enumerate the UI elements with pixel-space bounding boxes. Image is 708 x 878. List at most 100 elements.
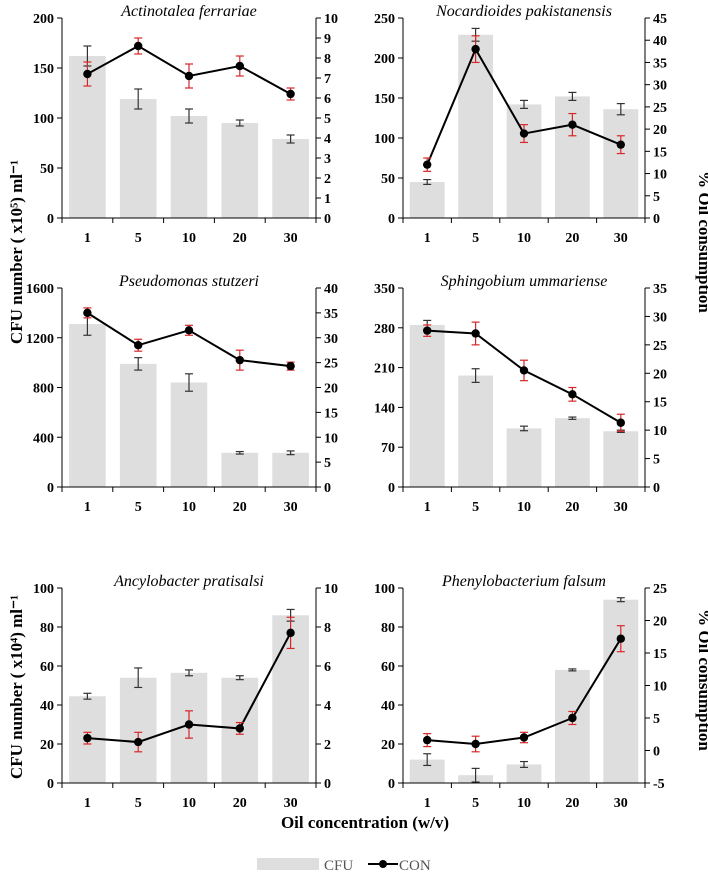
cfu-bar-20 (554, 418, 590, 487)
cfu-bar-5 (119, 363, 157, 487)
right-tick-label: 25 (324, 357, 338, 372)
right-tick-label: 8 (324, 52, 331, 67)
cfu-bar-30 (603, 109, 639, 218)
con-point-5 (471, 329, 480, 338)
x-tick-label-5: 5 (472, 796, 479, 811)
cfu-bar-1 (409, 324, 445, 487)
right-tick-label: 40 (653, 34, 667, 49)
panel-5: 0 20 40 60 80 100 0 2 4 6 8 10 1 5 10 20 30 Ancylobacter … (33, 573, 338, 811)
cfu-bar-20 (221, 452, 259, 487)
con-point-1 (83, 69, 92, 79)
con-point-10 (519, 129, 529, 138)
right-tick-label: 3 (324, 152, 331, 167)
cfu-error-bar-30 (286, 134, 295, 144)
cfu-error-bar-30 (616, 102, 625, 116)
panel-title: Ancylobacter pratisalsi (113, 573, 264, 590)
left-tick-label: 50 (381, 172, 395, 187)
right-tick-label: 0 (653, 212, 660, 227)
x-tick-label-1: 1 (424, 796, 431, 811)
con-point-10 (184, 720, 194, 729)
legend: CFU CON (257, 858, 431, 874)
cfu-error-bar-10 (185, 108, 193, 124)
con-point-30 (616, 140, 625, 149)
right-tick-label: 8 (324, 621, 331, 636)
con-point-20 (235, 724, 244, 733)
left-tick-label: 200 (374, 52, 395, 67)
right-tick-label: 15 (653, 647, 667, 662)
x-tick-label-30: 30 (284, 500, 298, 515)
right-tick-label: 0 (653, 481, 660, 496)
right-tick-label: 1 (324, 192, 331, 207)
x-tick-label-5: 5 (135, 500, 142, 515)
left-tick-label: 280 (374, 322, 395, 337)
con-point-30 (286, 89, 295, 99)
left-tick-label: 150 (33, 62, 54, 77)
right-tick-label: 10 (653, 680, 667, 695)
left-tick-label: 50 (40, 162, 54, 177)
left-tick-label: 60 (40, 660, 54, 675)
cfu-error-bar-20 (235, 450, 244, 455)
cfu-bar-20 (221, 123, 259, 218)
cfu-bar-1 (409, 182, 445, 218)
x-tick-label-5: 5 (135, 796, 142, 811)
right-tick-label: 9 (324, 32, 331, 47)
right-tick-label: 10 (653, 424, 667, 439)
x-tick-label-10: 10 (182, 500, 196, 515)
right-tick-label: 10 (324, 431, 338, 446)
right-tick-label: 0 (324, 777, 331, 792)
right-tick-label: 35 (653, 282, 667, 297)
con-point-20 (235, 355, 244, 365)
panel-title: Pseudomonas stutzeri (118, 273, 259, 290)
left-tick-label: 70 (381, 441, 395, 456)
left-tick-label: 140 (374, 401, 395, 416)
x-tick-label-20: 20 (233, 500, 247, 515)
x-tick-label-20: 20 (565, 796, 579, 811)
left-tick-label: 80 (381, 621, 395, 636)
x-tick-label-30: 30 (614, 500, 628, 515)
right-tick-label: 0 (324, 212, 331, 227)
con-point-20 (568, 713, 577, 723)
cfu-error-bar-20 (568, 668, 577, 672)
right-tick-label: 40 (324, 282, 338, 297)
cfu-bar-10 (506, 428, 542, 487)
cfu-error-bar-10 (185, 669, 193, 677)
panel-title: Actinotalea ferrariae (120, 3, 257, 20)
left-tick-label: 0 (388, 212, 395, 227)
con-point-1 (423, 326, 432, 335)
con-point-10 (519, 733, 529, 742)
x-tick-label-10: 10 (182, 796, 196, 811)
cfu-error-bar-1 (423, 179, 432, 185)
cfu-error-bar-10 (520, 99, 528, 110)
left-tick-label: 100 (374, 132, 395, 147)
left-tick-label: 40 (40, 699, 54, 714)
right-tick-label: 2 (324, 172, 331, 187)
cfu-bar-30 (603, 431, 639, 487)
con-line (86, 312, 291, 368)
con-point-30 (616, 418, 625, 427)
x-tick-label-10: 10 (517, 231, 531, 246)
right-tick-label: 30 (324, 332, 338, 347)
right-tick-label: 6 (324, 660, 331, 675)
left-tick-label: 100 (33, 112, 54, 127)
cfu-bar-5 (458, 375, 494, 487)
right-ylabel-top: % Oil consumption (695, 171, 708, 313)
cfu-error-bar-5 (134, 88, 143, 110)
cfu-bar-10 (506, 104, 542, 218)
right-tick-label: 20 (653, 615, 667, 630)
right-tick-label: 5 (653, 453, 660, 468)
x-tick-label-5: 5 (135, 231, 142, 246)
x-tick-label-10: 10 (182, 231, 196, 246)
right-tick-label: 0 (324, 481, 331, 496)
right-tick-label: 25 (653, 582, 667, 597)
left-tick-label: 1600 (26, 282, 54, 297)
cfu-error-bar-30 (286, 450, 295, 456)
right-tick-label: 5 (653, 190, 660, 205)
right-tick-label: 10 (324, 12, 338, 27)
x-tick-label-1: 1 (84, 796, 91, 811)
con-point-10 (184, 326, 194, 335)
x-tick-label-1: 1 (424, 231, 431, 246)
left-tick-label: 40 (381, 699, 395, 714)
legend-con-label: CON (399, 858, 431, 874)
panel-1: 0 50 100 150 200 0 1 2 3 4 5 6 7 8 9 10 1 5 10 20 30 Actinota… (33, 3, 338, 246)
